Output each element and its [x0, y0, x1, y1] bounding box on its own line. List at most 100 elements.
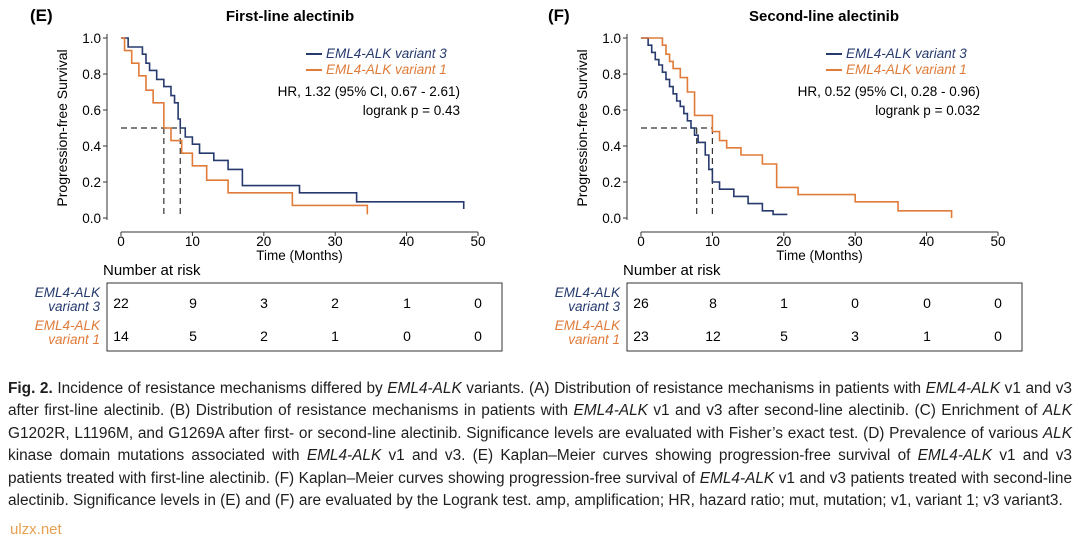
caption-text: v1 and v3 after second-line alectinib. (… [647, 402, 1043, 420]
logrank-p-text: logrank p = 0.43 [363, 103, 460, 118]
km-curve-variant-3 [121, 37, 465, 209]
km-curve-variant-3 [641, 37, 788, 216]
caption-text: v1 and v3. (E) Kaplan–Meier curves showi… [381, 447, 918, 465]
caption-body: Incidence of resistance mechanisms diffe… [8, 380, 1072, 509]
y-axis-label: Progression-free Survival [54, 49, 70, 206]
risk-row-name: variant 1 [48, 332, 100, 347]
x-tick-label: 10 [185, 234, 200, 249]
legend-label: EML4-ALK variant 1 [846, 62, 967, 77]
km-curve-variant-1 [121, 37, 369, 215]
risk-cell: 26 [633, 295, 649, 311]
risk-row-name: variant 3 [568, 299, 620, 314]
risk-row-name: EML4-ALK [555, 318, 621, 333]
panel-label: (E) [30, 6, 53, 25]
km-curve-variant-1 [641, 37, 953, 218]
risk-cell: 0 [851, 295, 859, 311]
y-tick-label: 0.8 [602, 67, 621, 82]
x-tick-label: 30 [848, 234, 863, 249]
caption-gene-name: ALK [1042, 402, 1072, 420]
risk-table-box [626, 282, 1023, 352]
legend-label: EML4-ALK variant 3 [846, 46, 967, 61]
y-tick-label: 0.4 [82, 139, 101, 154]
risk-cell: 2 [331, 295, 339, 311]
caption-text: Incidence of resistance mechanisms diffe… [52, 380, 388, 397]
hazard-ratio-text: HR, 1.32 (95% CI, 0.67 - 2.61) [278, 84, 460, 99]
caption-text: G1202R, L1196M, and G1269A after first- … [8, 424, 1043, 442]
x-axis-label: Time (Months) [256, 248, 343, 263]
risk-row-name: EML4-ALK [35, 318, 101, 333]
caption-text: v1 and v3 patients treated with second-l… [8, 469, 1072, 510]
caption-fig-label: Fig. 2. [8, 380, 53, 397]
y-tick-label: 0.8 [82, 67, 101, 82]
risk-table-heading: Number at risk [103, 262, 201, 279]
risk-cell: 2 [260, 328, 268, 344]
y-tick-label: 1.0 [602, 31, 621, 46]
x-tick-label: 40 [919, 234, 934, 249]
legend-label: EML4-ALK variant 3 [326, 46, 447, 61]
risk-cell: 0 [474, 328, 482, 344]
logrank-p-text: logrank p = 0.032 [875, 103, 980, 118]
caption-gene-name: EML4-ALK [699, 469, 775, 487]
legend-label: EML4-ALK variant 1 [326, 62, 447, 77]
risk-row-name: variant 3 [48, 299, 100, 314]
risk-cell: 14 [113, 328, 129, 344]
risk-cell: 22 [113, 295, 129, 311]
caption-text: variants. (A) Distribution of resistance… [461, 380, 926, 397]
risk-cell: 5 [189, 328, 197, 344]
caption-gene-name: EML4-ALK [573, 402, 648, 420]
risk-cell: 0 [994, 328, 1002, 344]
risk-cell: 1 [331, 328, 339, 344]
y-tick-label: 0.6 [82, 103, 101, 118]
risk-cell: 3 [260, 295, 268, 311]
x-tick-label: 10 [705, 234, 720, 249]
caption-gene-name: ALK [1042, 424, 1072, 442]
caption-text: v1 and v3 patients treated with first-li… [8, 447, 1072, 487]
panel-title: First-line alectinib [226, 8, 354, 25]
risk-cell: 9 [189, 295, 197, 311]
caption-text: v1 and v3 after first-line alectinib. (B… [8, 380, 1072, 420]
risk-cell: 0 [923, 295, 931, 311]
risk-cell: 1 [403, 295, 411, 311]
risk-cell: 0 [403, 328, 411, 344]
risk-table-box [106, 282, 503, 352]
y-tick-label: 0.2 [602, 175, 621, 190]
risk-cell: 8 [709, 295, 717, 311]
risk-row-name: variant 1 [568, 332, 620, 347]
caption-gene-name: EML4-ALK [387, 380, 462, 397]
caption-text: kinase domain mutations associated with [8, 447, 307, 465]
risk-cell: 1 [780, 295, 788, 311]
risk-cell: 23 [633, 328, 649, 344]
risk-cell: 1 [923, 328, 931, 344]
risk-cell: 5 [780, 328, 788, 344]
caption-gene-name: EML4-ALK [925, 380, 1001, 397]
y-tick-label: 1.0 [82, 31, 101, 46]
x-tick-label: 0 [637, 234, 645, 249]
risk-cell: 0 [474, 295, 482, 311]
km-panel-F: (F) Second-line alectinib 0.0 0.2 0.4 0.6 0.8 1… [548, 6, 1023, 352]
x-tick-label: 30 [328, 234, 343, 249]
risk-row-name: EML4-ALK [35, 285, 101, 300]
panel-label: (F) [548, 6, 570, 25]
km-panel-E: (E) First-line alectinib 0.0 0.2 0.4 0.6 0.8 1.… [30, 6, 503, 352]
y-tick-label: 0.4 [602, 139, 621, 154]
risk-cell: 0 [994, 295, 1002, 311]
panel-title: Second-line alectinib [749, 8, 899, 25]
caption-gene-name: EML4-ALK [306, 447, 382, 465]
figure-caption: Fig. 2. Incidence of resistance mechanis… [8, 378, 1072, 512]
y-tick-label: 0.0 [602, 211, 621, 226]
risk-cell: 12 [705, 328, 721, 344]
x-tick-label: 50 [990, 234, 1005, 249]
y-tick-label: 0.6 [602, 103, 621, 118]
risk-table-heading: Number at risk [623, 262, 721, 279]
x-tick-label: 20 [256, 234, 271, 249]
caption-gene-name: EML4-ALK [917, 447, 993, 465]
hazard-ratio-text: HR, 0.52 (95% CI, 0.28 - 0.96) [798, 84, 980, 99]
y-axis-label: Progression-free Survival [574, 49, 590, 206]
y-tick-label: 0.0 [82, 211, 101, 226]
y-tick-label: 0.2 [82, 175, 101, 190]
x-axis-label: Time (Months) [776, 248, 863, 263]
x-tick-label: 40 [399, 234, 414, 249]
